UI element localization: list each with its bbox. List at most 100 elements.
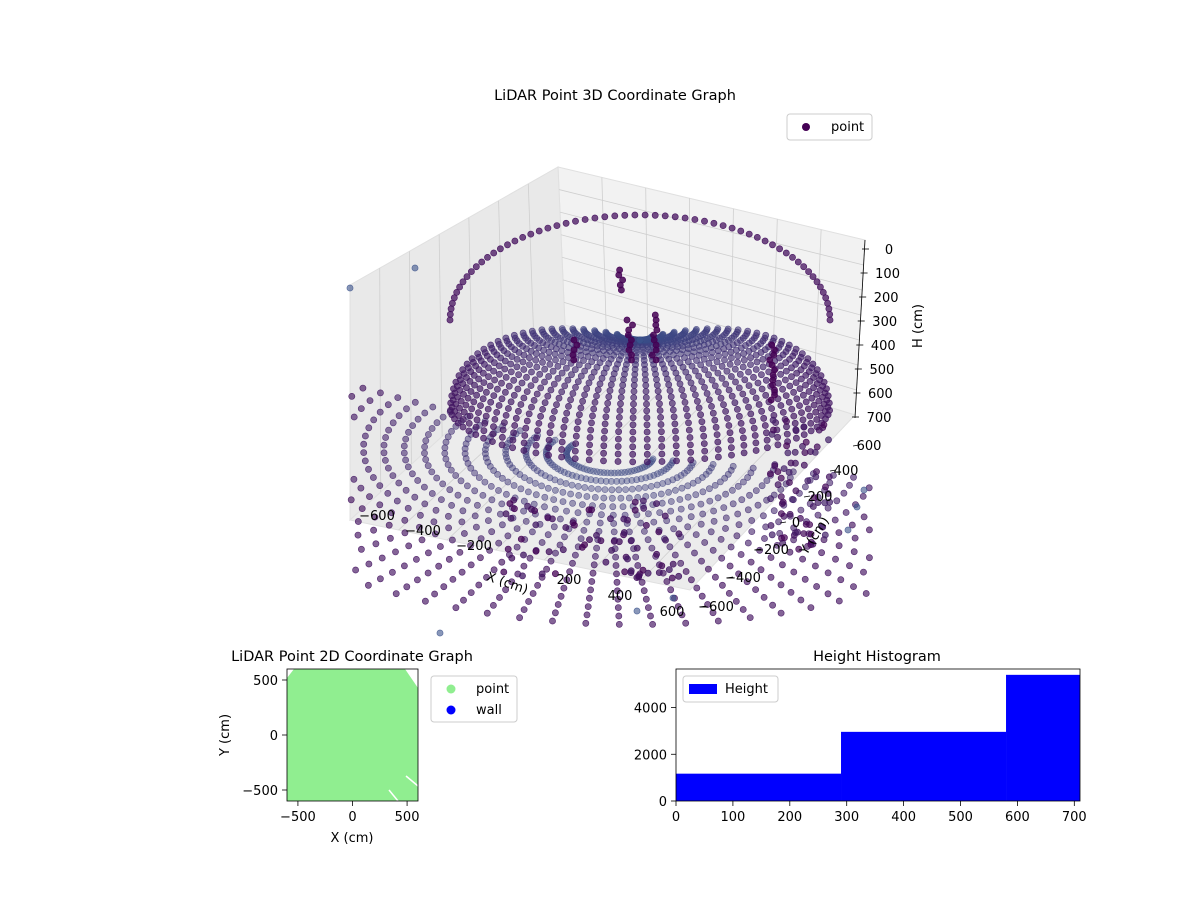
point-marker: [752, 586, 759, 593]
point-marker: [784, 449, 792, 457]
point-marker: [742, 396, 750, 404]
point-marker: [409, 422, 416, 429]
point-marker: [456, 404, 463, 412]
point-marker: [590, 561, 598, 569]
point-marker: [591, 493, 599, 501]
point-marker: [701, 455, 709, 462]
point-marker: [667, 498, 675, 505]
point-marker: [761, 422, 769, 429]
point-marker: [556, 541, 564, 549]
point-marker: [533, 363, 541, 371]
point-marker: [729, 462, 737, 470]
point-marker: [653, 550, 660, 558]
point-marker: [722, 407, 729, 415]
point-marker: [749, 388, 757, 395]
legend-hist-label: Height: [725, 682, 768, 697]
point-marker: [695, 404, 703, 412]
point-marker: [722, 514, 730, 522]
hist-ytick-label: 2000: [634, 748, 667, 763]
point-marker: [479, 395, 487, 403]
point-marker: [654, 470, 661, 478]
point-marker: [504, 545, 512, 553]
point-marker: [774, 441, 782, 449]
point-marker: [471, 512, 479, 520]
point-marker: [604, 469, 611, 477]
point-marker: [717, 478, 724, 486]
point-marker: [533, 390, 541, 398]
point-marker: [786, 510, 794, 518]
legend-3d: [786, 113, 873, 141]
point-marker: [826, 406, 833, 414]
point-marker: [779, 561, 786, 569]
point-marker: [745, 368, 752, 376]
point-marker: [609, 375, 617, 383]
point-marker: [740, 434, 747, 442]
point-marker: [777, 474, 785, 482]
point-marker: [778, 510, 785, 517]
point-marker: [763, 429, 770, 437]
point-marker: [620, 529, 628, 536]
point-marker: [608, 547, 615, 554]
point-marker: [734, 510, 742, 518]
point-marker: [752, 439, 760, 447]
point-marker: [559, 488, 567, 496]
point-marker: [809, 540, 817, 548]
point-marker: [515, 371, 522, 379]
point-marker: [777, 609, 785, 617]
point-marker: [496, 594, 503, 601]
point-marker: [563, 507, 570, 515]
point-marker: [552, 570, 559, 578]
point-marker: [633, 574, 641, 581]
point-marker: [447, 305, 455, 313]
point-marker: [601, 420, 609, 428]
point-marker: [835, 542, 843, 550]
point-marker: [376, 575, 384, 583]
point-marker: [586, 594, 593, 602]
point-marker: [431, 590, 438, 598]
point-marker: [791, 419, 799, 427]
point-marker: [680, 392, 687, 400]
point-marker: [498, 500, 506, 508]
point-marker: [615, 421, 623, 428]
point-marker: [734, 326, 742, 334]
point-marker: [441, 444, 449, 452]
point-marker: [643, 443, 651, 451]
point-marker: [386, 534, 394, 542]
hist-xtick-label: 100: [720, 810, 745, 825]
point-marker: [673, 449, 680, 457]
point-marker: [708, 464, 715, 472]
point-marker: [684, 482, 692, 490]
point-marker: [549, 414, 556, 422]
point-marker: [643, 421, 651, 429]
point-marker: [366, 397, 374, 404]
point-marker: [850, 548, 858, 556]
point-marker: [538, 570, 546, 578]
point-marker: [537, 384, 545, 392]
point-marker: [607, 381, 615, 389]
point-marker: [511, 505, 518, 513]
point-marker: [378, 554, 386, 562]
point-marker: [538, 352, 546, 360]
point-marker: [361, 457, 369, 465]
point-marker: [348, 392, 356, 400]
point-marker: [670, 525, 677, 533]
point-marker: [445, 555, 453, 563]
point-marker: [467, 268, 475, 275]
point-marker: [724, 414, 731, 422]
point-marker: [779, 385, 786, 393]
z-axis-line: [854, 239, 866, 419]
point-marker: [596, 519, 604, 527]
point-marker: [485, 364, 492, 372]
point-marker: [614, 450, 622, 458]
point-marker: [623, 316, 631, 324]
point-marker: [569, 499, 576, 507]
point-marker: [807, 419, 815, 427]
point-marker: [428, 468, 436, 476]
point-marker: [758, 385, 766, 393]
point-marker: [365, 465, 372, 473]
point-marker: [796, 385, 804, 393]
point-marker: [544, 484, 552, 492]
point-marker: [452, 472, 460, 479]
point-marker: [510, 429, 517, 437]
point-marker: [472, 263, 480, 271]
